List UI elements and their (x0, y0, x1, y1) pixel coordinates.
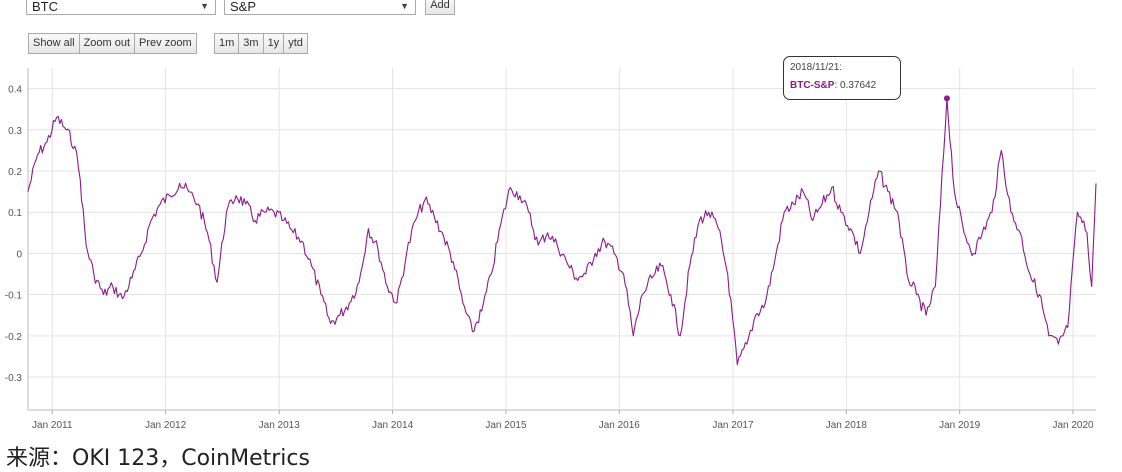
chevron-down-icon: ▼ (200, 1, 209, 11)
source-caption: 来源：OKI 123，CoinMetrics (6, 446, 310, 471)
asset2-select[interactable]: S&P ▼ (224, 0, 416, 15)
asset1-select[interactable]: BTC ▼ (26, 0, 216, 15)
zoom-out-button[interactable]: Zoom out (79, 33, 136, 54)
y-tick-label: -0.3 (5, 373, 23, 384)
chart-grid (28, 68, 1096, 410)
x-tick-label: Jan 2019 (939, 420, 981, 431)
asset1-value: BTC (32, 0, 58, 14)
x-tick-label: Jan 2012 (145, 420, 187, 431)
y-tick-label: -0.1 (5, 291, 23, 302)
x-tick-label: Jan 2014 (372, 420, 414, 431)
x-tick-label: Jan 2015 (485, 420, 527, 431)
show-all-button[interactable]: Show all (28, 33, 80, 54)
tooltip-series-name: BTC-S&P (790, 80, 835, 91)
asset2-value: S&P (230, 0, 257, 14)
range-1m-button[interactable]: 1m (214, 33, 240, 54)
prev-zoom-button[interactable]: Prev zoom (135, 33, 197, 54)
y-axis: 0.4 0.3 0.2 0.1 0 -0.1 -0.2 -0.3 (5, 68, 29, 410)
tooltip-date: 2018/11/21: (790, 62, 843, 73)
x-tick-label: Jan 2016 (599, 420, 641, 431)
y-tick-label: 0.2 (8, 167, 22, 178)
zoom-button-group: Show all Zoom out Prev zoom (28, 33, 197, 54)
y-tick-label: -0.2 (5, 332, 23, 343)
x-tick-label: Jan 2013 (259, 420, 301, 431)
x-tick-label: Jan 2017 (712, 420, 754, 431)
correlation-chart[interactable]: 0.40.30.20.10-0.1-0.2-0.3 Jan 2011 Jan 20… (0, 60, 1122, 435)
chart-tooltip: 2018/11/21: BTC-S&P: 0.37642 (783, 56, 901, 100)
chevron-down-icon: ▼ (400, 1, 409, 11)
chart-series (27, 95, 1097, 366)
range-3m-button[interactable]: 3m (239, 33, 264, 54)
y-tick-label: 0.3 (8, 126, 22, 137)
range-ytd-button[interactable]: ytd (284, 33, 308, 54)
x-tick-label: Jan 2011 (32, 420, 73, 431)
add-button[interactable]: Add (425, 0, 455, 15)
range-button-group: 1m 3m 1y ytd (214, 33, 308, 54)
x-axis: Jan 2011 Jan 2012 Jan 2013 Jan 2014 Jan 2015… (28, 409, 1096, 431)
highlight-point (943, 95, 950, 102)
y-tick-label: 0.4 (8, 85, 22, 96)
x-tick-label: Jan 2018 (826, 420, 868, 431)
x-tick-label: Jan 2020 (1052, 420, 1094, 431)
series-line (27, 97, 1097, 366)
y-tick-label: 0.1 (8, 208, 22, 219)
y-tick-label: 0 (16, 249, 22, 260)
range-1y-button[interactable]: 1y (263, 33, 285, 54)
tooltip-value: : 0.37642 (834, 80, 877, 91)
tooltip-value-row: BTC-S&P: 0.37642 (790, 80, 900, 91)
